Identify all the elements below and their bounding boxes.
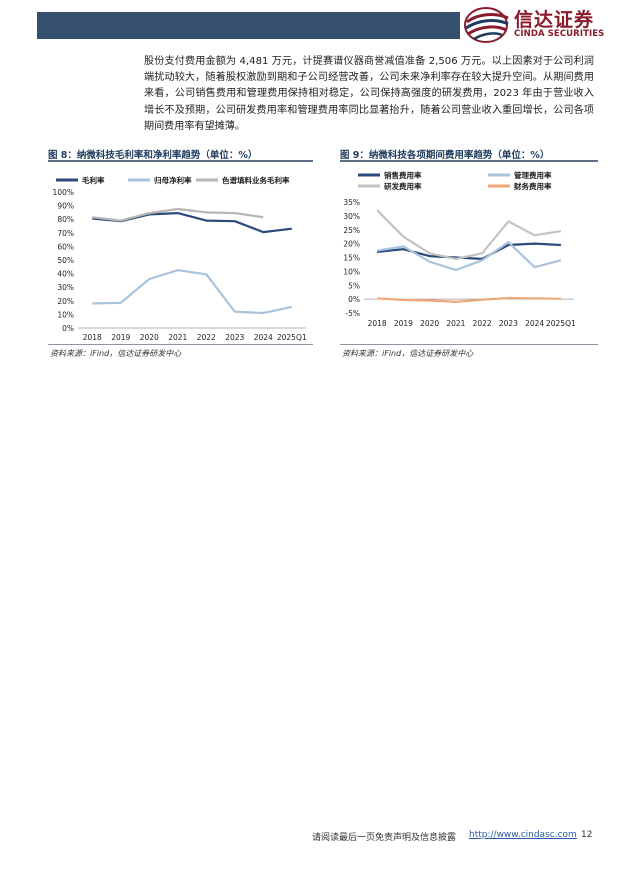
series-line	[377, 296, 561, 303]
cinda-globe-icon	[464, 7, 509, 43]
figure-9-source: 资料来源：iFind，信达证券研发中心	[342, 349, 474, 358]
legend-label: 色谱填料业务毛利率	[222, 175, 290, 185]
x-tick-label: 2022	[197, 333, 216, 342]
y-tick-label: 90%	[57, 202, 74, 211]
paragraph-text: 股份支付费用金额为 4,481 万元，计提赛谱仪器商誉减值准备 2,506 万元…	[144, 56, 594, 132]
x-tick-label: 2020	[420, 319, 439, 328]
y-tick-label: 100%	[53, 188, 74, 197]
y-tick-label: 50%	[57, 256, 74, 265]
x-tick-label: 2023	[225, 333, 244, 342]
y-tick-label: 20%	[343, 240, 360, 249]
y-tick-label: 10%	[57, 310, 74, 319]
legend-label: 毛利率	[82, 175, 105, 185]
figure-8-source-rule	[48, 344, 313, 345]
x-tick-label: 2023	[499, 319, 518, 328]
chart-svg: 0% 10% 20% 30% 40% 50% 60% 70% 80% 90% 100% 2018 201…	[53, 175, 307, 342]
y-tick-label: -5%	[345, 309, 360, 318]
body-paragraph: 股份支付费用金额为 4,481 万元，计提赛谱仪器商誉减值准备 2,506 万元…	[144, 54, 594, 135]
y-tick-label: 70%	[57, 229, 74, 238]
series-line	[376, 209, 562, 260]
figure-9-title: 图 9：纳微科技各项期间费用率趋势（单位：%）	[340, 150, 550, 161]
x-tick-label: 2018	[368, 319, 387, 328]
y-tick-label: 15%	[343, 254, 360, 263]
figure-9-title-rule	[340, 160, 598, 162]
figure-8-title-rule	[48, 160, 313, 162]
cinda-logo: 信达证券 CINDA SECURITIES	[462, 4, 622, 44]
series-line	[92, 269, 293, 315]
footer-url-link[interactable]: http://www.cindasc.com	[469, 830, 577, 840]
series-line	[92, 207, 264, 222]
figure-9-source-rule	[340, 344, 598, 345]
header-bar	[37, 12, 460, 39]
figure-9-chart: -5% 0% 5% 10% 15% 20% 25% 30% 35% 2018 2019 2020 202…	[338, 166, 600, 344]
y-tick-label: 80%	[57, 215, 74, 224]
x-tick-label: 2021	[446, 319, 465, 328]
y-tick-label: 0%	[348, 295, 360, 304]
x-tick-label: 2018	[83, 333, 102, 342]
legend-label: 销售费用率	[384, 170, 422, 180]
legend-label: 归母净利率	[154, 175, 192, 185]
series-line	[376, 242, 561, 260]
logo-name: 信达证券	[514, 9, 595, 31]
figure-8-title: 图 8：纳微科技毛利率和净利率趋势（单位：%）	[48, 150, 258, 161]
y-tick-label: 35%	[343, 198, 360, 207]
x-tick-label: 2020	[140, 333, 159, 342]
x-tick-label: 2025Q1	[277, 333, 307, 342]
y-tick-label: 60%	[57, 242, 74, 251]
x-tick-label: 2025Q1	[546, 319, 576, 328]
logo-english-name: CINDA SECURITIES	[514, 29, 605, 39]
figure-8-chart: 0% 10% 20% 30% 40% 50% 60% 70% 80% 90% 100% 2018 201…	[48, 166, 318, 344]
legend-label: 财务费用率	[513, 181, 552, 191]
y-tick-label: 20%	[57, 297, 74, 306]
y-tick-label: 0%	[62, 324, 74, 333]
x-tick-label: 2022	[473, 319, 492, 328]
chart-svg: -5% 0% 5% 10% 15% 20% 25% 30% 35% 2018 2019 2020 202…	[343, 170, 576, 328]
x-tick-label: 2021	[168, 333, 187, 342]
x-tick-label: 2024	[525, 319, 544, 328]
x-tick-label: 2019	[111, 333, 130, 342]
y-tick-label: 30%	[57, 283, 74, 292]
page-number: 12	[581, 830, 593, 840]
x-tick-label: 2019	[394, 319, 413, 328]
series-line	[376, 241, 562, 272]
y-tick-label: 10%	[343, 267, 360, 276]
legend-label: 管理费用率	[514, 170, 552, 180]
y-tick-label: 25%	[343, 226, 360, 235]
figure-8-source: 资料来源：iFind，信达证券研发中心	[50, 349, 182, 358]
x-tick-label: 2024	[254, 333, 273, 342]
y-tick-label: 5%	[348, 281, 360, 290]
y-tick-label: 30%	[343, 212, 360, 221]
footer-disclaimer: 请阅读最后一页免责声明及信息披露	[312, 833, 457, 843]
y-tick-label: 40%	[57, 270, 74, 279]
legend-label: 研发费用率	[384, 181, 422, 191]
